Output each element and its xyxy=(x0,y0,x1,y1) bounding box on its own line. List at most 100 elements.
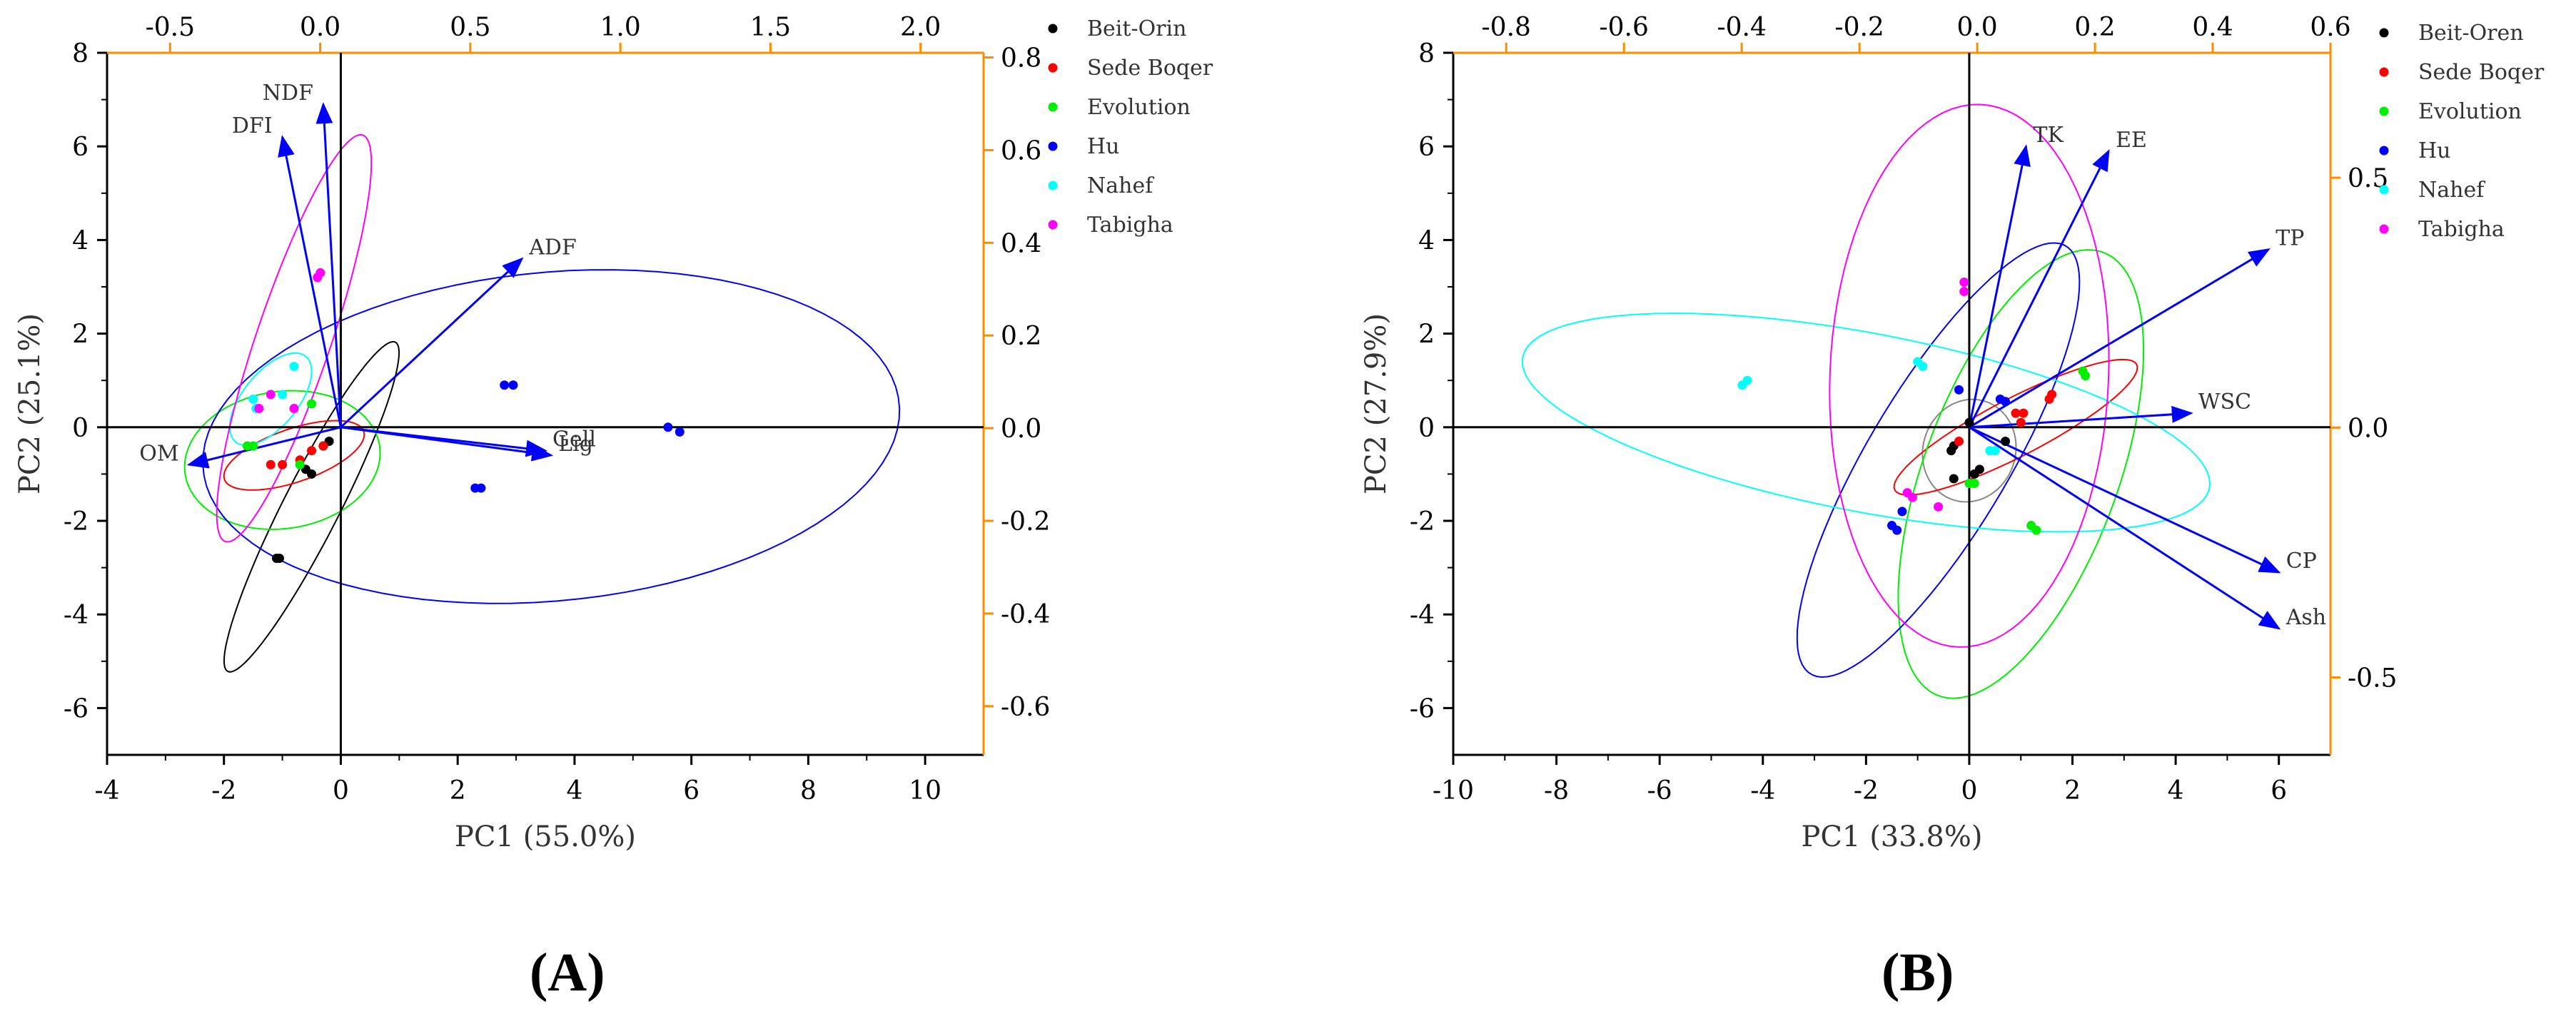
legend-label: Sede Boqer xyxy=(1087,56,1213,81)
data-point-nahef xyxy=(248,394,258,404)
loading-label-tp: TP xyxy=(2276,226,2304,251)
data-point-nahef xyxy=(278,390,288,400)
x-tick-label: -2 xyxy=(211,776,236,806)
y-tick-label: 2 xyxy=(1418,320,1435,350)
data-point-evolution xyxy=(248,441,258,451)
data-point-evolution xyxy=(295,459,305,469)
data-point-sede-boqer xyxy=(2019,408,2029,418)
confidence-ellipse-nahef xyxy=(1521,313,2211,533)
y2-tick-label: -0.2 xyxy=(1001,507,1050,537)
data-point-hu xyxy=(1892,525,1902,535)
data-point-beit-orin xyxy=(275,553,285,563)
x-tick-label: -10 xyxy=(1433,776,1474,806)
legend-label: Evolution xyxy=(1087,95,1191,120)
y-axis-title: PC2 (27.9%) xyxy=(1360,313,1393,494)
loading-arrow-tp xyxy=(1969,248,2271,429)
loading-arrow-ndf xyxy=(315,102,342,427)
y-tick-label: -4 xyxy=(64,601,89,630)
loading-label-lig: Lig xyxy=(558,432,593,457)
x-tick-label: 6 xyxy=(683,776,699,806)
legend-marker xyxy=(2379,224,2389,234)
legend-label: Beit-Oren xyxy=(2418,21,2524,46)
confidence-ellipse-beit-orin xyxy=(223,340,400,673)
legend-label: Hu xyxy=(1087,134,1119,159)
loading-label-ndf: NDF xyxy=(263,81,313,106)
x2-tick-label: 1.0 xyxy=(600,13,641,42)
legend-marker xyxy=(1048,24,1058,34)
y2-tick-label: 0.4 xyxy=(1001,229,1041,258)
y-tick-label: 0 xyxy=(72,414,89,443)
y2-tick-label: 0.0 xyxy=(2348,414,2388,443)
confidence-ellipse-beit-oren xyxy=(1921,398,2017,503)
loading-arrow-lig xyxy=(340,426,554,462)
x2-tick-label: -0.5 xyxy=(146,13,195,42)
x-axis-title: PC1 (33.8%) xyxy=(1802,821,1983,853)
x-tick-label: -4 xyxy=(1750,776,1775,806)
legend-label: Hu xyxy=(2418,138,2450,163)
loading-arrow-ash xyxy=(1969,426,2281,630)
y-axis-title: PC2 (25.1%) xyxy=(14,313,46,494)
y-tick-label: 6 xyxy=(72,133,89,162)
loading-label-adf: ADF xyxy=(528,235,577,260)
data-point-tabigha xyxy=(1959,287,1969,297)
confidence-ellipse-tabigha xyxy=(216,133,373,543)
y-tick-label: -2 xyxy=(64,507,89,537)
legend-label: Beit-Orin xyxy=(1087,16,1186,41)
legend-marker xyxy=(1048,220,1058,230)
data-point-hu xyxy=(675,427,685,437)
data-point-tabigha xyxy=(1959,277,1969,287)
y-tick-label: 8 xyxy=(72,39,89,68)
y-tick-label: -4 xyxy=(1410,601,1435,630)
x-tick-label: 2 xyxy=(450,776,466,806)
data-point-evolution xyxy=(307,399,317,409)
loading-arrow-wsc xyxy=(1969,405,2193,429)
confidence-ellipse-evolution xyxy=(1897,249,2145,699)
data-point-hu xyxy=(1897,507,1907,517)
data-point-sede-boqer xyxy=(318,441,328,451)
data-point-tabigha xyxy=(266,390,276,400)
y-tick-label: 4 xyxy=(1418,226,1435,255)
data-point-evolution xyxy=(2081,371,2091,381)
legend-label: Nahef xyxy=(2418,178,2485,203)
data-point-tabigha xyxy=(313,273,323,283)
confidence-ellipse-evolution xyxy=(183,390,381,530)
data-point-hu xyxy=(663,422,673,432)
panel-label-a: (A) xyxy=(530,943,605,1002)
loading-label-ee: EE xyxy=(2116,128,2147,153)
confidence-ellipse-sede-boqer xyxy=(1893,358,2138,496)
legend-label: Nahef xyxy=(1087,173,1154,198)
y-tick-label: -6 xyxy=(64,694,89,723)
data-point-nahef xyxy=(289,362,299,372)
x2-tick-label: 0.0 xyxy=(1956,13,1997,42)
y2-tick-label: 0.8 xyxy=(1001,44,1041,73)
loading-arrow-om xyxy=(186,426,341,469)
legend-marker xyxy=(1048,141,1058,151)
x-tick-label: -4 xyxy=(94,776,119,806)
data-point-nahef xyxy=(1742,375,1752,385)
data-point-sede-boqer xyxy=(2016,417,2026,427)
data-point-hu xyxy=(2001,397,2011,407)
x2-tick-label: -0.6 xyxy=(1599,13,1648,42)
data-point-sede-boqer xyxy=(278,459,288,469)
x-axis-title: PC1 (55.0%) xyxy=(455,821,636,853)
legend-marker xyxy=(2379,67,2389,77)
x-tick-label: 10 xyxy=(909,776,941,806)
confidence-ellipse-tabigha xyxy=(1829,103,2110,648)
legend-label: Tabigha xyxy=(1087,213,1173,238)
y2-tick-label: -0.4 xyxy=(1001,600,1050,629)
data-point-tabigha xyxy=(254,404,264,414)
data-point-sede-boqer xyxy=(2011,408,2021,418)
data-point-beit-oren xyxy=(1964,417,1974,427)
data-point-hu xyxy=(476,483,486,493)
x2-tick-label: 2.0 xyxy=(900,13,941,42)
x-tick-label: -8 xyxy=(1544,776,1569,806)
data-point-beit-oren xyxy=(2001,436,2011,446)
x2-tick-label: 0.2 xyxy=(2074,13,2115,42)
confidence-ellipse-hu xyxy=(202,269,901,604)
legend-marker xyxy=(2379,28,2389,38)
data-point-sede-boqer xyxy=(1954,436,1964,446)
loading-label-om: OM xyxy=(139,441,178,466)
legend-label: Sede Boqer xyxy=(2418,60,2545,85)
x2-tick-label: 0.5 xyxy=(450,13,490,42)
legend-marker xyxy=(1048,63,1058,73)
